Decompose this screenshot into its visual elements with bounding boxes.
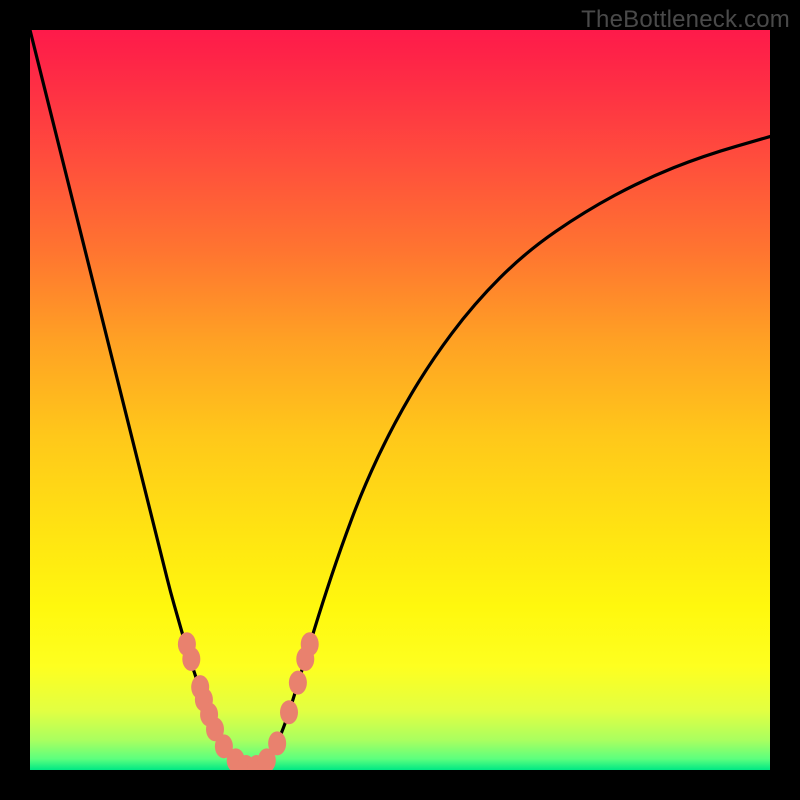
- curve-marker: [268, 731, 286, 755]
- curve-marker: [280, 700, 298, 724]
- curve-marker: [301, 632, 319, 656]
- chart-canvas: TheBottleneck.com: [0, 0, 800, 800]
- watermark-text: TheBottleneck.com: [581, 6, 790, 34]
- bottleneck-curve: [30, 30, 770, 769]
- chart-svg: [0, 0, 800, 800]
- curve-marker: [182, 647, 200, 671]
- curve-marker: [289, 671, 307, 695]
